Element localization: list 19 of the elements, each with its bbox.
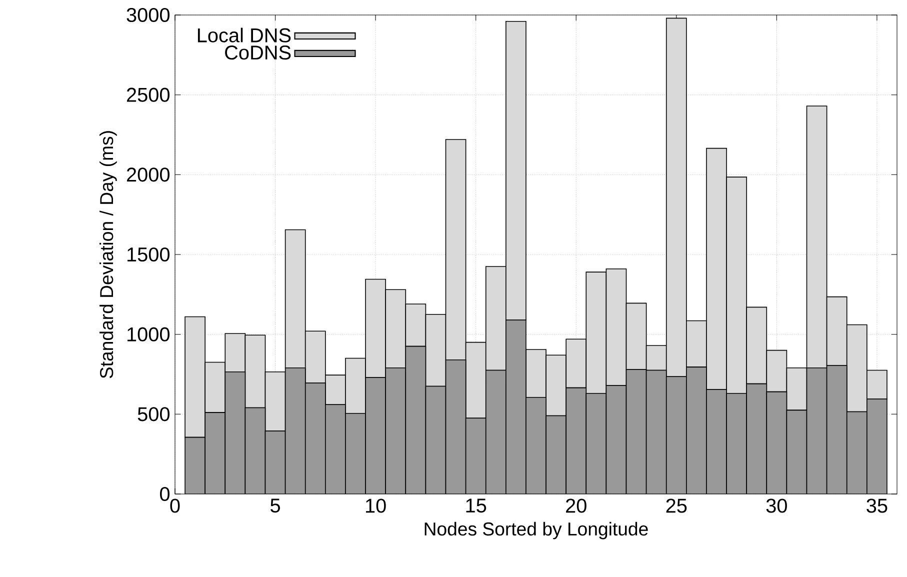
y-axis-title: Standard Deviation / Day (ms) [100, 131, 117, 378]
y-tick-label: 1000 [128, 327, 170, 342]
x-tick-label: 0 [170, 498, 180, 513]
x-axis-title: Nodes Sorted by Longitude [424, 522, 648, 540]
y-tick-label: 2000 [126, 168, 170, 182]
x-tick-label: 30 [766, 498, 787, 513]
x-tick-label: 25 [666, 498, 687, 513]
y-tick-label: 2500 [126, 88, 170, 102]
legend-label: Local DNS [198, 28, 291, 42]
x-tick-label: 5 [270, 498, 280, 513]
x-tick-label: 35 [866, 498, 888, 513]
x-tick-label: 20 [566, 498, 586, 513]
y-tick-label: 3000 [126, 8, 170, 22]
y-tick-label: 0 [160, 486, 170, 502]
y-tick-label: 1500 [128, 247, 170, 262]
x-tick-label: 15 [466, 498, 486, 513]
y-tick-label: 500 [138, 407, 170, 422]
legend-label: CoDNS [225, 46, 291, 60]
x-tick-label: 10 [366, 498, 386, 513]
